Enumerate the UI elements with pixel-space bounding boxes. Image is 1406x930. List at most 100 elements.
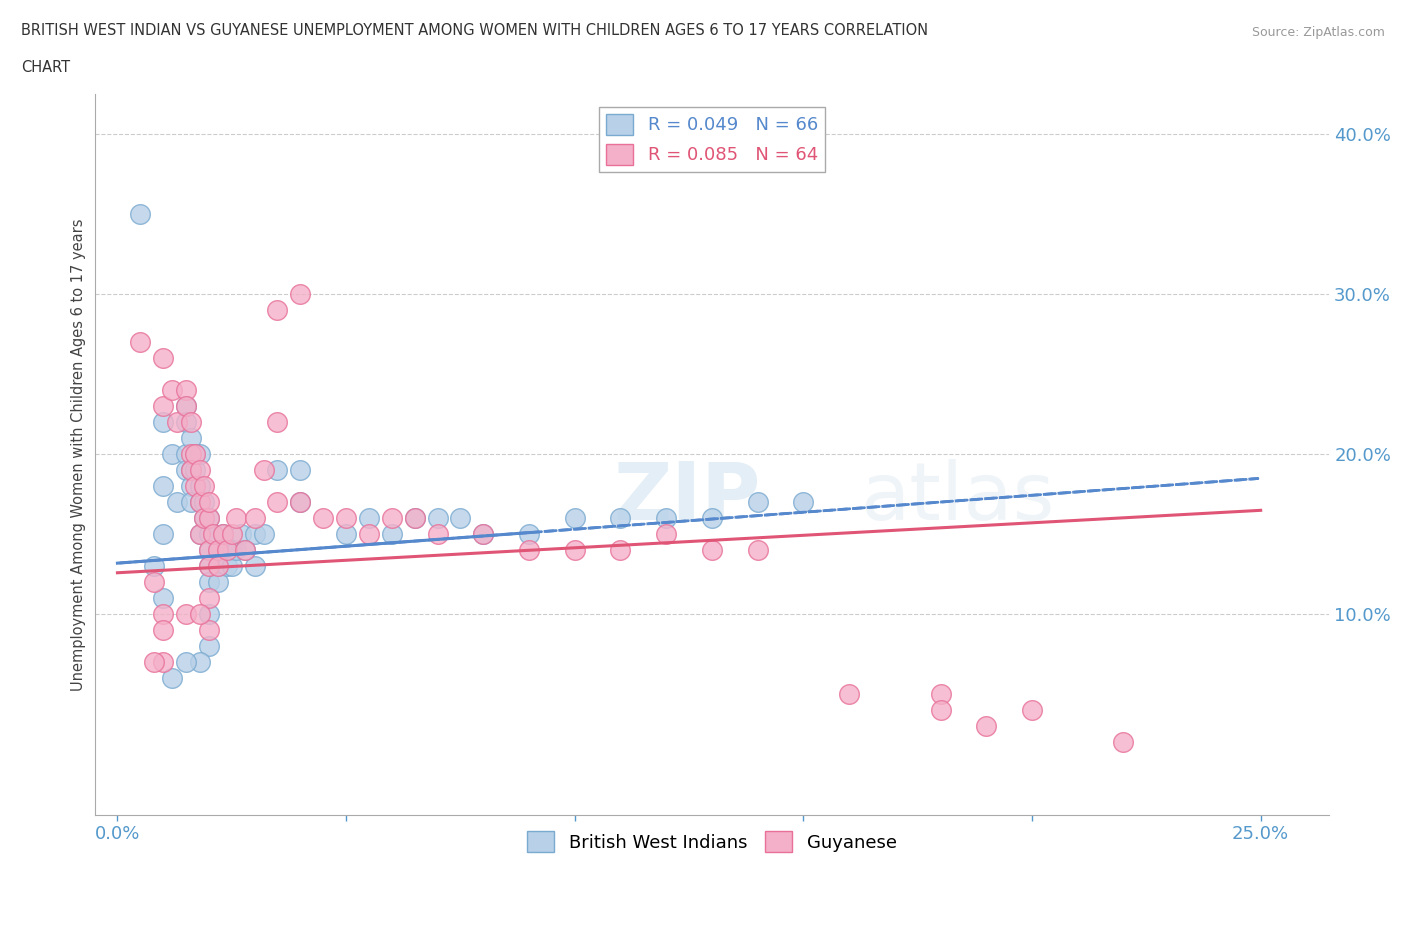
Point: [404, 511, 426, 525]
Point: [449, 511, 471, 525]
Point: [180, 463, 202, 478]
Point: [188, 527, 211, 542]
Point: [472, 527, 495, 542]
Point: [655, 527, 678, 542]
Point: [188, 607, 211, 622]
Point: [564, 511, 586, 525]
Point: [129, 335, 152, 350]
Point: [152, 399, 174, 414]
Point: [211, 527, 233, 542]
Point: [174, 446, 197, 461]
Point: [517, 543, 540, 558]
Point: [253, 463, 276, 478]
Point: [335, 527, 357, 542]
Point: [180, 446, 202, 461]
Point: [426, 511, 449, 525]
Y-axis label: Unemployment Among Women with Children Ages 6 to 17 years: Unemployment Among Women with Children A…: [72, 218, 86, 691]
Point: [180, 431, 202, 445]
Point: [174, 655, 197, 670]
Point: [198, 543, 221, 558]
Point: [198, 511, 221, 525]
Point: [217, 543, 239, 558]
Point: [217, 543, 239, 558]
Point: [747, 543, 769, 558]
Point: [152, 591, 174, 605]
Point: [198, 591, 221, 605]
Point: [193, 511, 215, 525]
Point: [335, 511, 357, 525]
Point: [152, 479, 174, 494]
Point: [235, 543, 257, 558]
Point: [792, 495, 814, 510]
Point: [290, 495, 312, 510]
Point: [152, 655, 174, 670]
Point: [1112, 735, 1135, 750]
Point: [266, 463, 288, 478]
Point: [188, 495, 211, 510]
Point: [174, 383, 197, 398]
Point: [180, 463, 202, 478]
Point: [174, 607, 197, 622]
Point: [152, 607, 174, 622]
Point: [184, 446, 207, 461]
Point: [198, 527, 221, 542]
Point: [188, 463, 211, 478]
Point: [225, 543, 247, 558]
Point: [198, 543, 221, 558]
Point: [243, 559, 266, 574]
Point: [198, 639, 221, 654]
Point: [217, 559, 239, 574]
Point: [188, 527, 211, 542]
Point: [143, 575, 166, 590]
Point: [564, 543, 586, 558]
Point: [266, 495, 288, 510]
Point: [404, 511, 426, 525]
Point: [253, 527, 276, 542]
Point: [243, 527, 266, 542]
Point: [152, 351, 174, 365]
Point: [162, 446, 184, 461]
Point: [655, 511, 678, 525]
Point: [188, 655, 211, 670]
Point: [221, 559, 243, 574]
Point: [184, 479, 207, 494]
Point: [235, 543, 257, 558]
Point: [198, 607, 221, 622]
Point: [700, 511, 723, 525]
Point: [188, 495, 211, 510]
Point: [290, 286, 312, 301]
Point: [381, 527, 404, 542]
Point: [193, 511, 215, 525]
Text: atlas: atlas: [860, 458, 1054, 537]
Legend: British West Indians, Guyanese: British West Indians, Guyanese: [520, 824, 904, 859]
Point: [198, 559, 221, 574]
Point: [193, 479, 215, 494]
Point: [143, 559, 166, 574]
Point: [207, 559, 229, 574]
Point: [188, 479, 211, 494]
Point: [838, 687, 860, 702]
Text: ZIP: ZIP: [613, 458, 761, 537]
Point: [312, 511, 335, 525]
Point: [225, 511, 247, 525]
Point: [1021, 703, 1043, 718]
Point: [202, 527, 225, 542]
Point: [747, 495, 769, 510]
Point: [517, 527, 540, 542]
Point: [162, 671, 184, 685]
Point: [609, 511, 631, 525]
Point: [929, 703, 952, 718]
Point: [229, 527, 252, 542]
Point: [426, 527, 449, 542]
Point: [184, 446, 207, 461]
Point: [700, 543, 723, 558]
Point: [198, 511, 221, 525]
Point: [381, 511, 404, 525]
Point: [357, 527, 380, 542]
Point: [166, 415, 188, 430]
Point: [207, 575, 229, 590]
Point: [174, 399, 197, 414]
Point: [129, 206, 152, 221]
Point: [143, 655, 166, 670]
Point: [180, 479, 202, 494]
